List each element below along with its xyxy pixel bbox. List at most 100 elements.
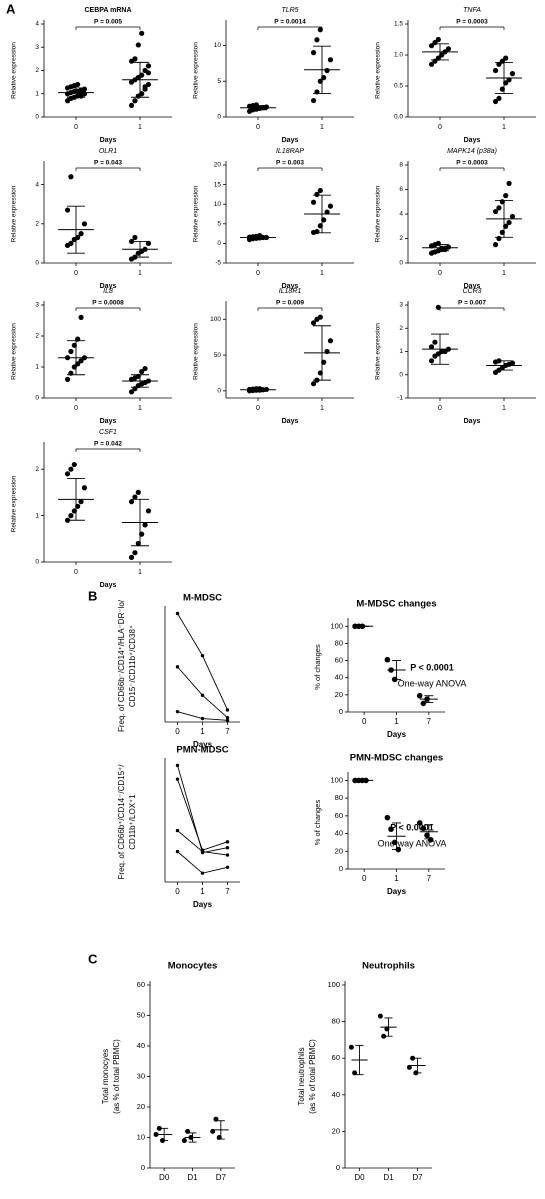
data-point	[416, 820, 423, 826]
data-point	[445, 46, 452, 52]
data-point	[225, 840, 230, 844]
y-tick-label: 4	[399, 211, 403, 218]
chart-title: CEBPA mRNA	[84, 7, 131, 14]
y-tick-label: 3	[35, 44, 39, 51]
x-axis-label: Days	[193, 740, 213, 749]
y-axis-label: Freq. of CD66b⁻/CD14⁺/HLA⁻DR⁻lo/	[117, 599, 126, 732]
data-point	[327, 338, 334, 344]
x-tick-label: 7	[225, 887, 230, 896]
data-point	[317, 27, 323, 33]
annotation: P = 0.0014	[274, 19, 306, 26]
data-point	[314, 191, 320, 197]
y-tick-label: 2	[35, 67, 39, 74]
data-point	[200, 693, 205, 697]
y-tick-label: 60	[335, 656, 343, 665]
x-tick-label: 0	[438, 124, 442, 131]
data-point	[384, 814, 391, 821]
y-tick-label: 40	[332, 1090, 340, 1099]
data-point	[428, 344, 435, 350]
x-tick-label: 1	[138, 124, 142, 131]
data-point	[327, 57, 334, 63]
chart-title: MAPK14 (p38a)	[447, 148, 497, 155]
series-line	[177, 778, 228, 851]
data-point	[509, 213, 516, 220]
annotation: P = 0.003	[276, 160, 304, 167]
data-point	[428, 61, 435, 67]
data-point	[145, 63, 152, 69]
y-axis-label: Relative expression	[375, 42, 382, 99]
annotation: P < 0.0001	[390, 822, 434, 832]
x-tick-label: 1	[394, 717, 399, 726]
y-tick-label: 3	[35, 302, 39, 309]
data-point	[132, 234, 138, 241]
y-tick-label: 0	[35, 395, 39, 402]
data-point	[317, 187, 323, 194]
data-point	[78, 314, 84, 320]
y-tick-label: 10	[214, 201, 222, 208]
data-point	[153, 1131, 159, 1137]
y-axis-label: Relative expression	[193, 42, 200, 99]
x-axis-label: Days	[464, 418, 481, 425]
chart-title: M-MDSC	[183, 593, 222, 604]
y-tick-label: 100	[330, 621, 343, 630]
y-tick-label: 0	[399, 371, 403, 378]
data-point	[310, 50, 317, 56]
x-tick-label: D7	[216, 1173, 227, 1182]
data-point	[492, 67, 499, 74]
x-tick-label: 0	[74, 569, 78, 576]
chart-title: OLR1	[99, 148, 117, 155]
annotation: P = 0.042	[94, 441, 122, 448]
y-tick-label: 4	[35, 21, 39, 28]
y-tick-label: 8	[399, 162, 403, 169]
y-tick-label: 2	[35, 221, 39, 228]
data-point	[175, 611, 180, 616]
x-axis-label: Days	[193, 900, 213, 909]
data-point	[78, 231, 84, 237]
y-tick-label: 0	[217, 240, 221, 247]
data-point	[64, 471, 71, 477]
data-point	[71, 461, 77, 468]
x-axis-label: Days	[282, 418, 299, 425]
x-tick-label: 1	[394, 874, 399, 883]
data-point	[225, 708, 230, 712]
data-point	[435, 36, 441, 43]
chart-title: M-MDSC changes	[356, 599, 436, 610]
y-tick-label: 40	[137, 1041, 145, 1050]
y-tick-label: 0	[217, 114, 221, 121]
chart-title: CCR3	[462, 288, 481, 295]
data-point	[128, 499, 135, 505]
y-tick-label: 20	[214, 162, 222, 169]
y-tick-label: 0	[35, 114, 39, 121]
data-point	[145, 70, 152, 76]
data-point	[509, 360, 516, 366]
x-tick-label: 0	[175, 887, 180, 896]
data-point	[132, 550, 138, 556]
y-axis-label: (as % of total PBMC)	[112, 1039, 121, 1114]
data-point	[145, 240, 152, 246]
annotation: P = 0.043	[94, 160, 122, 167]
data-point	[156, 1125, 162, 1131]
data-point	[352, 1070, 358, 1076]
data-point	[410, 1055, 416, 1061]
data-point	[68, 240, 74, 246]
data-point	[506, 219, 512, 226]
y-tick-label: 0	[35, 559, 39, 566]
y-tick-label: 50	[137, 1010, 145, 1019]
x-axis-label: Days	[464, 137, 481, 144]
annotation: P = 0.0008	[92, 300, 124, 307]
y-tick-label: 2	[399, 325, 403, 332]
y-axis-label: Relative expression	[193, 185, 200, 242]
x-tick-label: 0	[256, 124, 260, 131]
data-point	[175, 665, 180, 669]
x-tick-label: 1	[502, 405, 506, 412]
data-point	[428, 358, 435, 364]
x-tick-label: D0	[159, 1173, 170, 1182]
annotation: P = 0.009	[276, 300, 304, 307]
data-point	[175, 777, 180, 781]
data-point	[496, 205, 502, 211]
data-point	[225, 846, 230, 850]
data-point	[78, 358, 84, 364]
y-tick-label: 4	[35, 181, 39, 188]
y-tick-label: 10	[214, 42, 222, 49]
annotation: One-way ANOVA	[378, 838, 447, 848]
